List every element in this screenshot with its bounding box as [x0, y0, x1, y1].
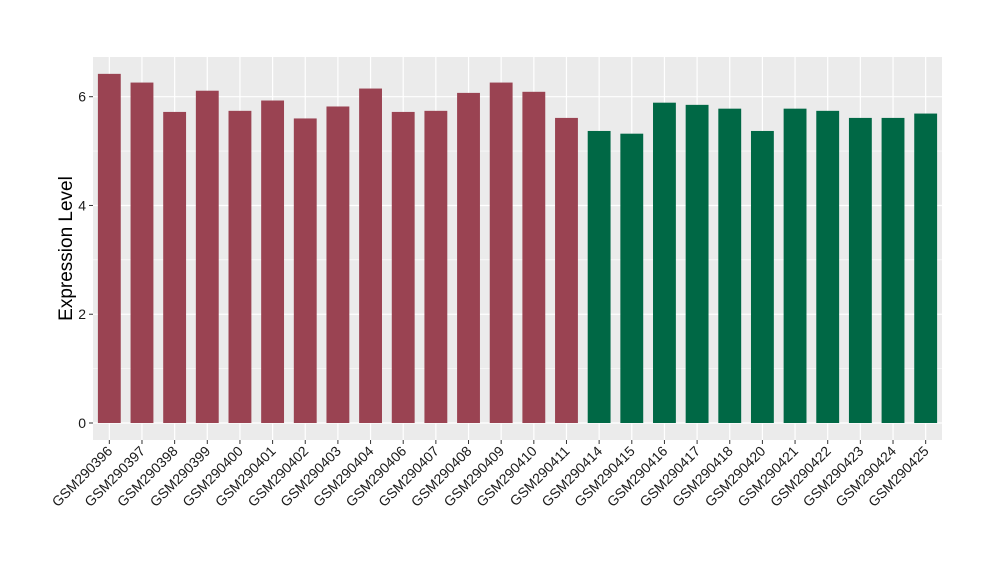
bar-GSM290421: [783, 108, 807, 423]
bar-GSM290425: [914, 113, 938, 423]
y-tick-label: 6: [78, 89, 86, 105]
y-axis-title: Expression Level: [56, 176, 77, 321]
bar-GSM290404: [359, 88, 382, 423]
bar-GSM290397: [130, 82, 154, 423]
bar-GSM290396: [97, 73, 121, 423]
bar-GSM290416: [653, 102, 676, 424]
bar-GSM290417: [685, 104, 709, 424]
bar-GSM290398: [163, 111, 187, 423]
bar-GSM290402: [293, 118, 317, 423]
bar-GSM290424: [881, 117, 905, 424]
bar-GSM290414: [587, 130, 611, 424]
bar-GSM290408: [457, 92, 480, 424]
bar-GSM290410: [522, 91, 546, 424]
y-tick-label: 2: [78, 306, 86, 322]
bar-GSM290401: [261, 100, 285, 423]
y-tick-label: 0: [78, 415, 86, 431]
bar-GSM290407: [424, 110, 448, 424]
bar-GSM290418: [718, 108, 742, 423]
y-tick-label: 4: [78, 197, 86, 213]
bar-GSM290399: [195, 90, 219, 423]
bar-GSM290415: [620, 133, 644, 423]
bar-GSM290400: [228, 110, 252, 424]
bar-GSM290420: [750, 130, 774, 424]
bar-GSM290403: [326, 106, 350, 423]
bar-GSM290411: [555, 117, 578, 424]
bar-GSM290409: [489, 82, 513, 423]
bar-GSM290423: [848, 117, 872, 424]
bar-GSM290406: [391, 111, 415, 423]
plot-panel: [93, 57, 942, 440]
bar-GSM290422: [816, 110, 840, 424]
